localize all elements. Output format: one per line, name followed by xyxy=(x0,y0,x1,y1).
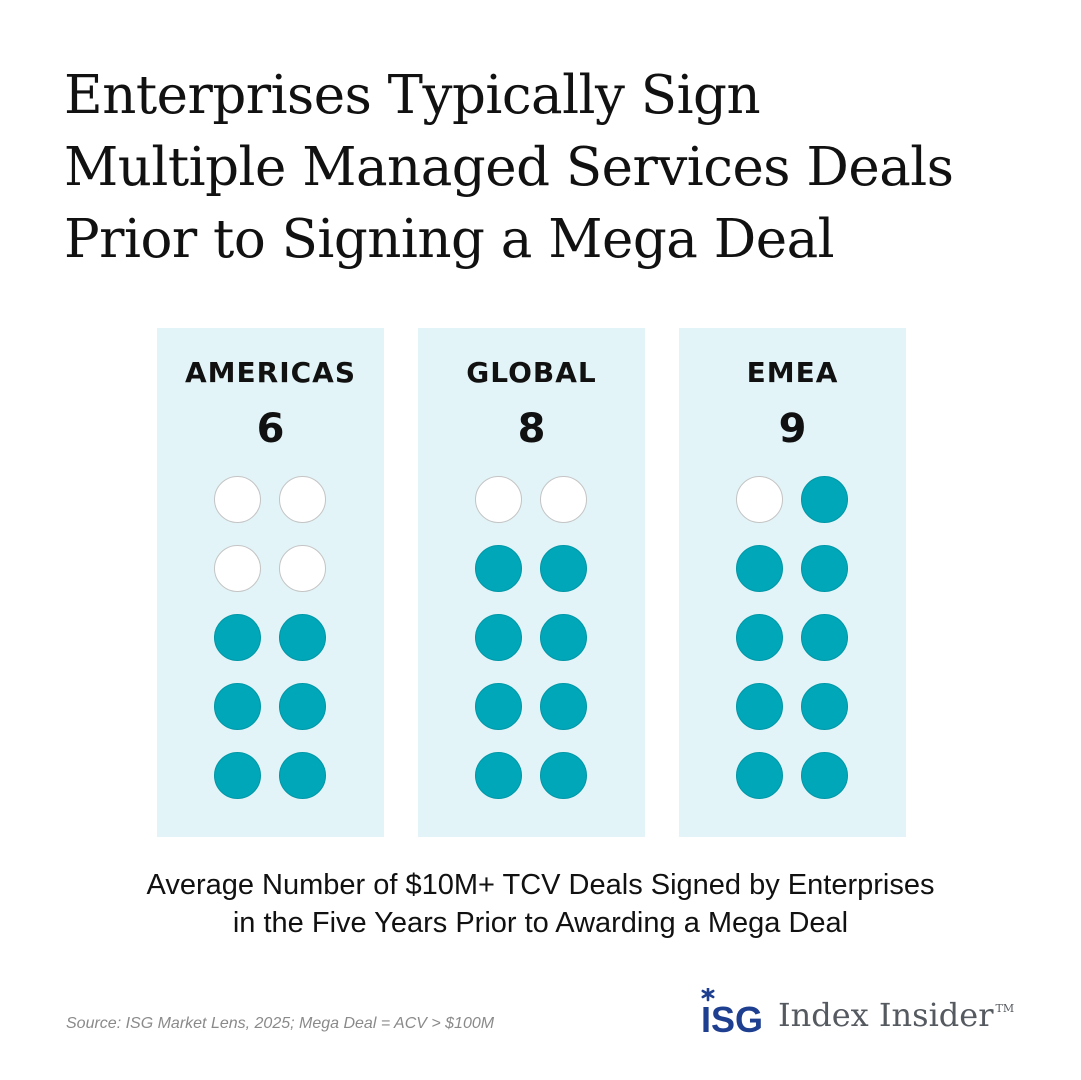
source-note: Source: ISG Market Lens, 2025; Mega Deal… xyxy=(66,1015,495,1032)
region-label-emea: EMEA xyxy=(746,356,839,389)
region-value-americas: 6 xyxy=(256,406,285,452)
title-line-2: Multiple Managed Services Deals xyxy=(64,137,954,198)
dot-americas-filled xyxy=(279,614,326,661)
dot-grid-emea xyxy=(679,328,906,837)
dot-emea-filled xyxy=(801,614,848,661)
dot-global-filled xyxy=(475,683,522,730)
dot-global-filled xyxy=(540,614,587,661)
isg-logo-text: ISG xyxy=(701,999,763,1038)
dot-americas-filled xyxy=(279,752,326,799)
dot-global-empty xyxy=(475,476,522,523)
region-value-emea: 9 xyxy=(778,406,807,452)
trademark-mark: TM xyxy=(995,1002,1015,1015)
dot-grid-americas xyxy=(157,328,384,837)
region-value-global: 8 xyxy=(517,406,546,452)
dot-emea-filled xyxy=(736,752,783,799)
dot-grid-global xyxy=(418,328,645,837)
dot-emea-empty xyxy=(736,476,783,523)
brand-name-text: Index Insider xyxy=(778,996,994,1034)
brand-name: Index Insider TM xyxy=(778,996,1014,1034)
dot-emea-filled xyxy=(801,545,848,592)
dot-americas-empty xyxy=(279,476,326,523)
title-line-1: Enterprises Typically Sign xyxy=(64,65,761,126)
dot-americas-empty xyxy=(214,476,261,523)
brand-logo: ISG Index Insider TM xyxy=(700,988,1030,1038)
dot-americas-filled xyxy=(214,614,261,661)
dot-global-filled xyxy=(540,752,587,799)
dot-emea-filled xyxy=(801,476,848,523)
panel-emea: EMEA 9 xyxy=(679,328,906,837)
dot-americas-filled xyxy=(214,683,261,730)
dot-americas-filled xyxy=(279,683,326,730)
region-label-global: GLOBAL xyxy=(466,356,597,389)
panel-global: GLOBAL 8 xyxy=(418,328,645,837)
dot-global-filled xyxy=(475,752,522,799)
dot-global-filled xyxy=(540,683,587,730)
isg-logo-asterisk-icon xyxy=(701,988,715,1002)
dot-americas-empty xyxy=(214,545,261,592)
isg-logo-mark: ISG xyxy=(701,988,763,1038)
dot-americas-empty xyxy=(279,545,326,592)
caption-line-1: Average Number of $10M+ TCV Deals Signed… xyxy=(146,869,935,901)
dot-americas-filled xyxy=(214,752,261,799)
dot-emea-filled xyxy=(736,614,783,661)
caption-line-2: in the Five Years Prior to Awarding a Me… xyxy=(232,907,849,939)
dot-global-filled xyxy=(475,614,522,661)
region-label-americas: AMERICAS xyxy=(184,356,357,389)
dot-global-filled xyxy=(475,545,522,592)
chart-caption: Average Number of $10M+ TCV Deals Signed… xyxy=(0,866,1081,942)
panel-americas: AMERICAS 6 xyxy=(157,328,384,837)
dot-global-empty xyxy=(540,476,587,523)
dot-emea-filled xyxy=(801,752,848,799)
dot-emea-filled xyxy=(801,683,848,730)
page-title: Enterprises Typically Sign Multiple Mana… xyxy=(64,60,1054,276)
dot-global-filled xyxy=(540,545,587,592)
dot-emea-filled xyxy=(736,545,783,592)
title-line-3: Prior to Signing a Mega Deal xyxy=(64,209,835,270)
dot-emea-filled xyxy=(736,683,783,730)
